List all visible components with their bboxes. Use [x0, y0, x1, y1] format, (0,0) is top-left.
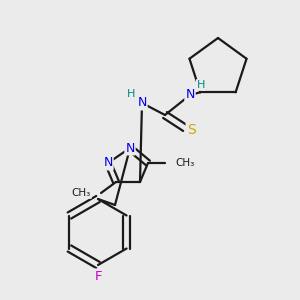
- Text: N: N: [125, 142, 135, 154]
- Text: S: S: [187, 123, 195, 137]
- Text: N: N: [103, 157, 113, 169]
- Text: F: F: [94, 269, 102, 283]
- Text: CH₃: CH₃: [175, 158, 194, 168]
- Text: H: H: [197, 80, 205, 90]
- Text: H: H: [127, 89, 135, 99]
- Text: CH₃: CH₃: [72, 188, 91, 198]
- Text: N: N: [185, 88, 195, 101]
- Text: N: N: [137, 97, 147, 110]
